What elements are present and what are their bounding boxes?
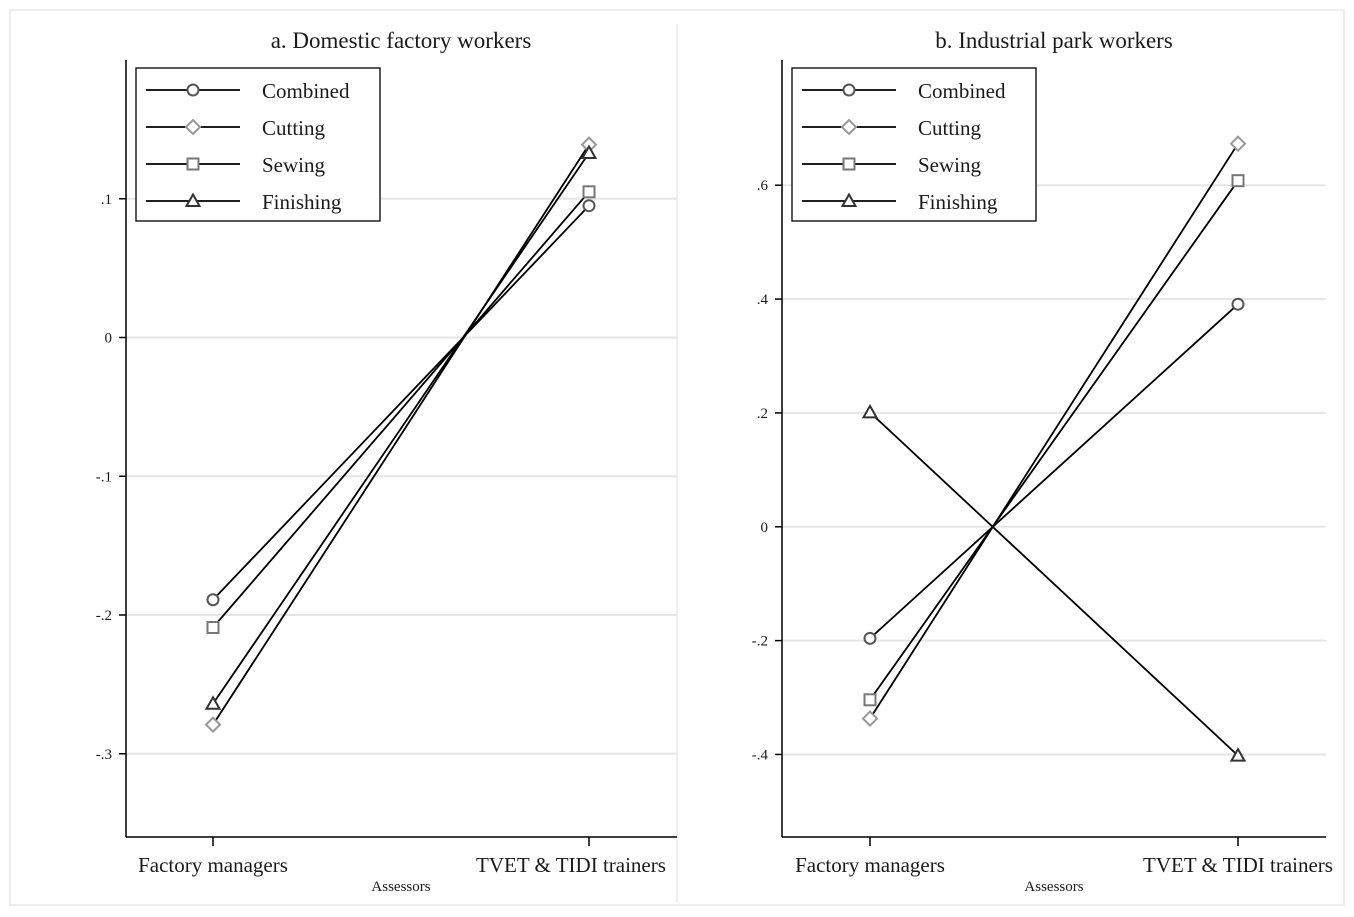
legend-label-combined: Combined (918, 79, 1006, 103)
legend-box (135, 67, 381, 222)
legend-items: Combined Cutting Sewing Finishing (146, 79, 350, 214)
legend-items: Combined Cutting Sewing Finishing (802, 79, 1006, 214)
x-tick-label-factory-managers: Factory managers (795, 853, 945, 877)
y-tick-label: -.2 (96, 608, 112, 624)
legend-marker-combined (842, 83, 856, 97)
legend: Combined Cutting Sewing Finishing (135, 67, 381, 222)
axis-ticks: .6 .4 .2 0 -.2 -.4 (752, 178, 1239, 846)
series-line-cutting (869, 143, 1239, 720)
data-point-combined-tvet-tidi-trainers (582, 199, 596, 213)
data-point-cutting-factory-managers (861, 710, 879, 728)
series-line-finishing (869, 411, 1239, 757)
data-point-combined-factory-managers (206, 593, 220, 607)
axis-ticks: .1 0 -.1 -.2 -.3 (96, 192, 590, 846)
y-tick-label: .4 (757, 292, 769, 308)
data-point-combined-factory-managers (863, 631, 877, 645)
legend-label-sewing: Sewing (262, 153, 326, 177)
data-point-finishing-factory-managers (204, 695, 222, 710)
legend-marker-sewing (842, 157, 856, 171)
series-line-sewing (869, 180, 1239, 701)
legend-label-combined: Combined (262, 79, 350, 103)
figure-frame (9, 9, 1345, 906)
legend-marker-cutting (840, 118, 858, 136)
data-point-sewing-tvet-tidi-trainers (582, 185, 596, 199)
plot-area (126, 136, 677, 755)
panel-domestic-factory-workers: a. Domestic factory workers .1 0 -.1 -.2 -.3… (96, 28, 677, 895)
chart-title: a. Domestic factory workers (271, 28, 532, 53)
data-point-finishing-tvet-tidi-trainers (1229, 747, 1247, 762)
x-tick-label-tvet-tidi-trainers: TVET & TIDI trainers (476, 853, 666, 877)
data-point-sewing-factory-managers (206, 620, 220, 634)
series-line-finishing (212, 152, 590, 705)
data-point-cutting-factory-managers (204, 716, 222, 734)
legend-marker-finishing (184, 192, 202, 207)
series-line-cutting (212, 144, 590, 726)
series-line-sewing (212, 191, 590, 629)
x-tick-label-tvet-tidi-trainers: TVET & TIDI trainers (1143, 853, 1333, 877)
legend-label-sewing: Sewing (918, 153, 982, 177)
data-point-finishing-factory-managers (861, 403, 879, 419)
series-line-combined (869, 303, 1239, 640)
y-tick-label: -.2 (752, 634, 768, 650)
x-tick-label-factory-managers: Factory managers (138, 853, 288, 877)
y-tick-label: -.4 (752, 747, 769, 763)
series-line-combined (212, 205, 590, 601)
y-tick-label: .2 (757, 406, 768, 422)
y-tick-label: -.1 (96, 469, 112, 485)
chart-title: b. Industrial park workers (935, 28, 1173, 53)
x-axis-label: Assessors (371, 879, 430, 895)
legend-marker-combined (186, 83, 200, 97)
legend-marker-cutting (184, 118, 202, 136)
plot-area (782, 135, 1326, 762)
data-point-sewing-tvet-tidi-trainers (1231, 174, 1245, 188)
legend-marker-sewing (186, 157, 200, 171)
legend-marker-finishing (840, 192, 858, 207)
y-tick-label: -.3 (96, 747, 112, 763)
data-point-cutting-tvet-tidi-trainers (1229, 135, 1247, 153)
data-point-combined-tvet-tidi-trainers (1231, 297, 1245, 311)
legend-label-cutting: Cutting (262, 116, 326, 140)
x-axis-label: Assessors (1024, 879, 1083, 895)
data-point-finishing-tvet-tidi-trainers (580, 144, 598, 159)
legend-label-cutting: Cutting (918, 116, 982, 140)
legend: Combined Cutting Sewing Finishing (791, 67, 1037, 222)
y-tick-label: 0 (105, 331, 113, 347)
panel-industrial-park-workers: b. Industrial park workers .6 .4 .2 0 -.2 -.4… (752, 28, 1333, 895)
legend-label-finishing: Finishing (262, 190, 342, 214)
legend-label-finishing: Finishing (918, 190, 998, 214)
y-tick-label: .6 (757, 178, 769, 194)
legend-box (791, 67, 1037, 222)
y-tick-label: 0 (761, 520, 769, 536)
y-tick-label: .1 (101, 192, 112, 208)
data-point-sewing-factory-managers (863, 693, 877, 707)
